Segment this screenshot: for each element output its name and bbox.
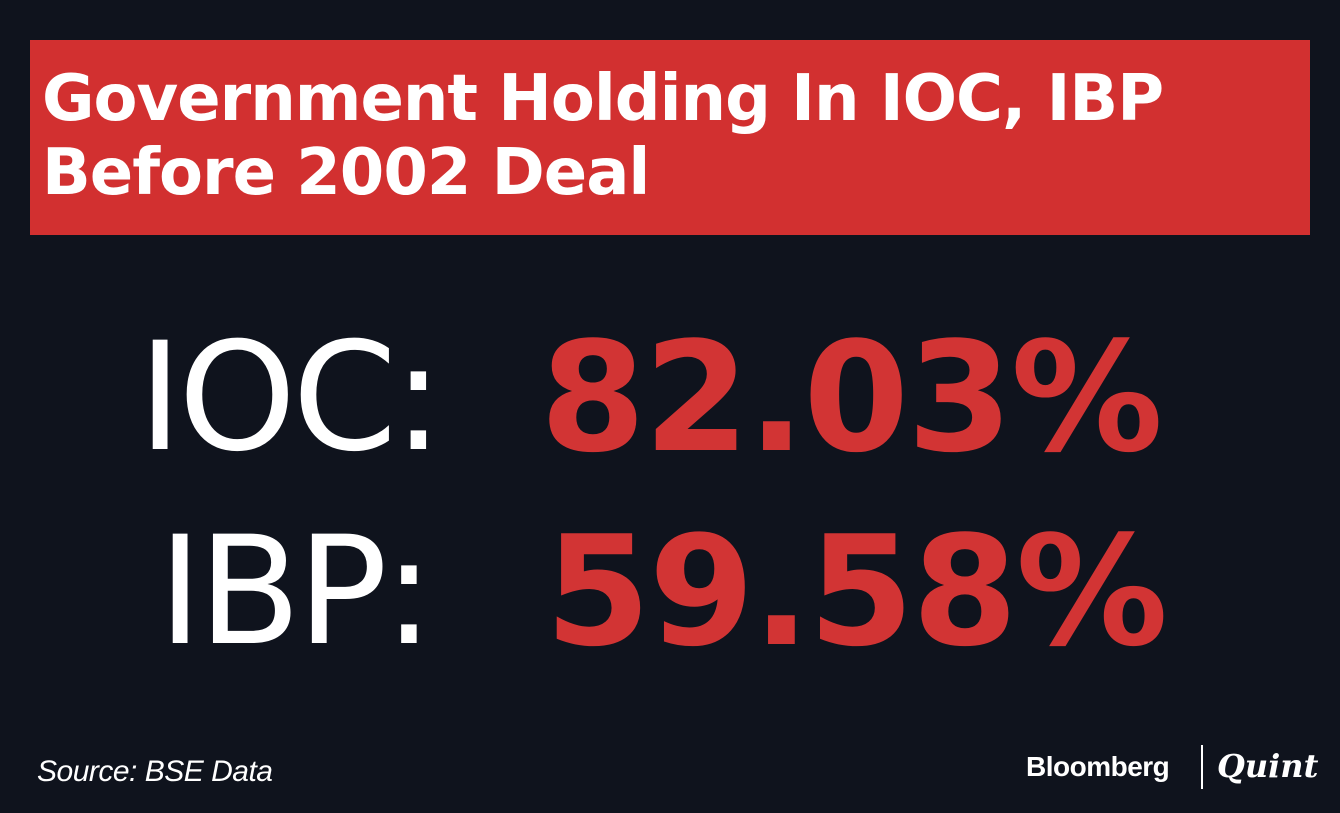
stat-label-ibp: IBP: [158,505,434,679]
brand-quint-text: Quint [1217,747,1319,785]
title-line-2: Before 2002 Deal [42,136,650,210]
title-banner: Government Holding In IOC, IBP Before 20… [30,40,1310,235]
brand-bloomberg-text: Bloomberg [1026,751,1170,782]
stat-row-ibp: IBP: 59.58% [0,503,1340,680]
brand-divider [1201,745,1203,789]
stat-row-ioc: IOC: 82.03% [0,309,1340,486]
title-line-1: Government Holding In IOC, IBP [42,62,1164,136]
source-note: Source: BSE Data [37,755,273,788]
stat-value-ioc: 82.03% [540,309,1163,486]
stat-value-ibp: 59.58% [545,503,1168,680]
stat-label-ioc: IOC: [138,311,444,485]
bloomberg-quint-logo: Bloomberg Quint [1026,745,1319,789]
